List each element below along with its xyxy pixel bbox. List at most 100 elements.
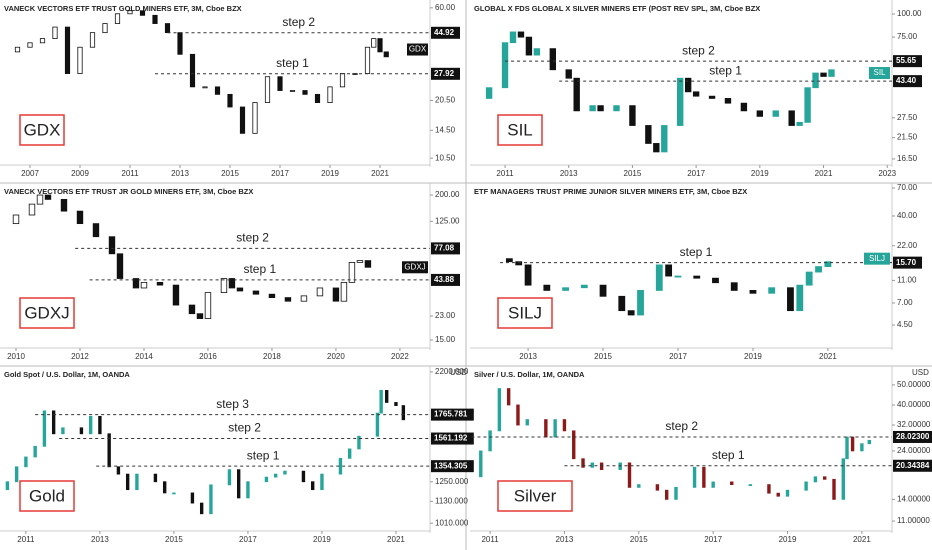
- x-tick-label: 2017: [687, 169, 705, 178]
- candle: [674, 486, 678, 500]
- candle: [562, 419, 567, 432]
- candle: [385, 390, 389, 403]
- y-tick-label: 20.50: [435, 96, 456, 105]
- candle: [488, 430, 492, 452]
- candle: [156, 281, 164, 286]
- symbol-label: GDXJ: [24, 303, 69, 322]
- candle: [655, 484, 660, 491]
- x-tick-label: 2013: [519, 352, 537, 361]
- x-tick-label: 2013: [556, 535, 574, 544]
- candle: [544, 419, 548, 438]
- price-tag-label: SIL: [873, 68, 886, 77]
- candle: [140, 281, 148, 289]
- y-tick-label: 1250.000: [435, 477, 469, 486]
- x-tick-label: 2015: [221, 169, 239, 178]
- candle: [339, 73, 346, 88]
- x-tick-label: 2017: [704, 535, 722, 544]
- candle: [629, 105, 636, 126]
- candle: [301, 470, 306, 483]
- candle: [805, 271, 813, 286]
- x-tick-label: 2016: [199, 352, 217, 361]
- candle: [655, 264, 663, 291]
- candle: [599, 284, 607, 297]
- candle: [371, 38, 377, 48]
- y-tick-label: 60.00: [435, 3, 456, 12]
- candle: [164, 23, 171, 34]
- symbol-label: SIL: [507, 120, 533, 139]
- y-tick-label: 23.00: [435, 311, 456, 320]
- candle: [132, 278, 140, 289]
- candle: [327, 86, 333, 103]
- candle: [24, 456, 28, 468]
- candle: [127, 10, 133, 15]
- candle: [172, 492, 176, 495]
- candle: [199, 502, 204, 515]
- y-tick-label: 22.00: [897, 241, 918, 250]
- level-label: 44.92: [434, 28, 455, 37]
- y-tick-label: 75.00: [897, 32, 918, 41]
- candle: [841, 458, 845, 500]
- y-tick-label: 32.00000: [897, 420, 931, 429]
- candle: [227, 93, 233, 108]
- candle: [88, 415, 93, 435]
- candle: [692, 91, 700, 97]
- x-tick-label: 2021: [815, 169, 833, 178]
- candle: [501, 42, 509, 89]
- candle: [553, 419, 557, 438]
- candle: [302, 90, 308, 95]
- panel: VANECK VECTORS ETF TRUST GOLD MINERS ETF…: [0, 0, 460, 178]
- level-label: 1561.192: [434, 434, 468, 443]
- candle: [92, 223, 100, 238]
- candle: [485, 87, 493, 99]
- x-tick-label: 2011: [496, 169, 514, 178]
- candle: [98, 415, 102, 435]
- candle: [107, 433, 111, 468]
- candle: [268, 293, 276, 298]
- candle: [14, 466, 19, 483]
- candle: [677, 77, 684, 126]
- candle: [730, 481, 734, 486]
- y-tick-label: 16.50: [897, 154, 918, 163]
- candle: [77, 46, 83, 74]
- candle: [357, 435, 361, 450]
- x-tick-label: 2019: [751, 169, 769, 178]
- price-tag-label: GDXJ: [404, 262, 425, 271]
- candle: [813, 476, 818, 483]
- chart-title: Gold Spot / U.S. Dollar, 1M, OANDA: [4, 370, 130, 379]
- candle: [162, 481, 167, 494]
- candle: [28, 203, 36, 216]
- candle: [42, 410, 47, 447]
- candle: [209, 484, 213, 515]
- x-tick-label: 2011: [481, 535, 499, 544]
- x-tick-label: 2012: [71, 352, 89, 361]
- candle: [189, 53, 196, 88]
- price-tag: [402, 261, 428, 274]
- level-label: 77.08: [434, 244, 455, 253]
- x-tick-label: 2015: [624, 169, 642, 178]
- candle: [479, 450, 483, 478]
- candle: [348, 262, 356, 283]
- candle: [264, 476, 269, 483]
- level-tag: [893, 75, 922, 88]
- level-label: 27.92: [434, 69, 455, 78]
- y-tick-label: 1130.000: [435, 496, 468, 505]
- level-name: step 2: [665, 419, 698, 433]
- candles: [14, 10, 389, 134]
- symbol-label: GDX: [24, 120, 61, 139]
- candle: [711, 481, 715, 488]
- candle: [320, 473, 324, 491]
- candle: [36, 194, 44, 205]
- panel: VANECK VECTORS ETF TRUST JR GOLD MINERS …: [0, 183, 460, 361]
- level-label: 15.70: [896, 258, 917, 267]
- candles: [5, 390, 406, 515]
- candle: [562, 287, 569, 291]
- candle: [788, 110, 795, 126]
- x-tick-label: 2007: [21, 169, 39, 178]
- level-tag: [893, 430, 932, 443]
- candle: [135, 473, 139, 491]
- candle: [661, 125, 668, 153]
- candle: [64, 26, 71, 74]
- x-tick-label: 2019: [313, 535, 331, 544]
- level-tag: [893, 459, 932, 472]
- candle: [356, 260, 364, 263]
